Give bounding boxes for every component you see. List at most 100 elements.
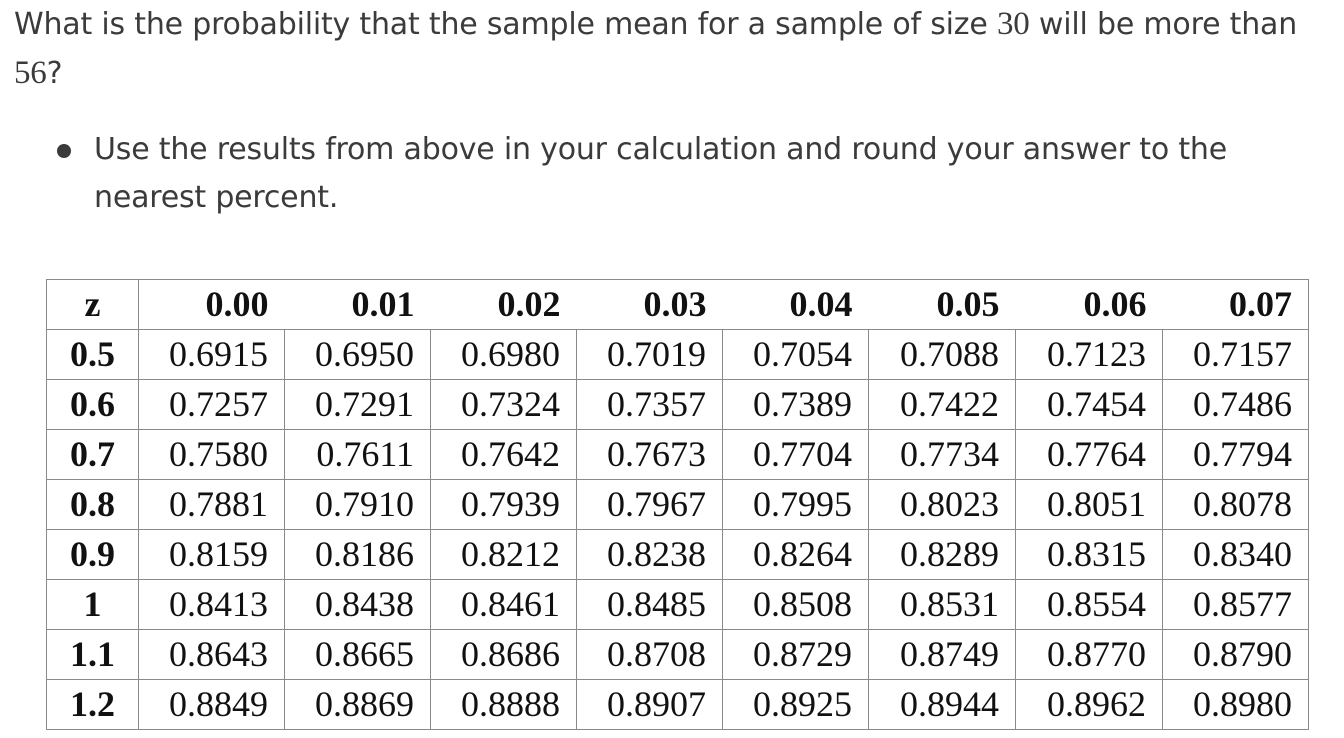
probability-cell: 0.8315 [1015, 529, 1163, 580]
table-row: 1 0.8413 0.8438 0.8461 0.8485 0.8508 0.8531 0.8… [46, 579, 1309, 630]
probability-cell: 0.7939 [430, 479, 577, 530]
column-header: 0.07 [1162, 279, 1309, 330]
probability-cell: 0.7357 [576, 379, 723, 430]
column-header: 0.03 [576, 279, 723, 330]
z-value-cell: 0.9 [46, 529, 139, 580]
probability-cell: 0.8485 [576, 579, 723, 630]
probability-cell: 0.7324 [430, 379, 577, 430]
probability-cell: 0.6950 [284, 329, 431, 380]
probability-cell: 0.7486 [1162, 379, 1309, 430]
probability-cell: 0.8078 [1162, 479, 1309, 530]
probability-cell: 0.7995 [722, 479, 869, 530]
z-value-cell: 0.8 [46, 479, 139, 530]
question-text-start: What is the probability that the sample … [14, 7, 997, 42]
probability-cell: 0.7910 [284, 479, 431, 530]
column-header: 0.06 [1015, 279, 1163, 330]
probability-cell: 0.7123 [1015, 329, 1163, 380]
probability-cell: 0.7389 [722, 379, 869, 430]
z-value-cell: 1 [46, 579, 139, 630]
probability-cell: 0.8962 [1015, 679, 1163, 730]
column-header: 0.00 [138, 279, 285, 330]
probability-cell: 0.7054 [722, 329, 869, 380]
table-row: 0.9 0.8159 0.8186 0.8212 0.8238 0.8264 0.8289 0… [46, 529, 1309, 580]
table-body: 0.5 0.6915 0.6950 0.6980 0.7019 0.7054 0.7088 0… [46, 329, 1309, 730]
probability-cell: 0.8186 [284, 529, 431, 580]
column-header: 0.05 [868, 279, 1016, 330]
probability-cell: 0.8051 [1015, 479, 1163, 530]
probability-cell: 0.8289 [868, 529, 1016, 580]
bullet-icon [57, 144, 71, 158]
column-header: 0.01 [284, 279, 431, 330]
probability-cell: 0.8554 [1015, 579, 1163, 630]
probability-cell: 0.8749 [868, 629, 1016, 680]
probability-cell: 0.7704 [722, 429, 869, 480]
probability-cell: 0.8770 [1015, 629, 1163, 680]
probability-cell: 0.8925 [722, 679, 869, 730]
instruction-list: Use the results from above in your calcu… [56, 126, 1286, 222]
probability-cell: 0.8238 [576, 529, 723, 580]
probability-cell: 0.7764 [1015, 429, 1163, 480]
probability-cell: 0.7422 [868, 379, 1016, 430]
z-value-cell: 0.7 [46, 429, 139, 480]
probability-cell: 0.7794 [1162, 429, 1309, 480]
probability-cell: 0.7454 [1015, 379, 1163, 430]
z-value-cell: 0.6 [46, 379, 139, 430]
probability-cell: 0.7611 [284, 429, 431, 480]
probability-cell: 0.6980 [430, 329, 577, 380]
probability-cell: 0.8790 [1162, 629, 1309, 680]
probability-cell: 0.8159 [138, 529, 285, 580]
probability-cell: 0.7019 [576, 329, 723, 380]
z-value-cell: 0.5 [46, 329, 139, 380]
threshold-value: 56 [14, 55, 47, 91]
probability-cell: 0.8686 [430, 629, 577, 680]
column-header: 0.02 [430, 279, 577, 330]
probability-cell: 0.8212 [430, 529, 577, 580]
probability-cell: 0.7673 [576, 429, 723, 480]
table-row: 0.7 0.7580 0.7611 0.7642 0.7673 0.7704 0.7734 0… [46, 429, 1309, 480]
probability-cell: 0.8643 [138, 629, 285, 680]
probability-cell: 0.8577 [1162, 579, 1309, 630]
probability-cell: 0.8531 [868, 579, 1016, 630]
table-row: 0.5 0.6915 0.6950 0.6980 0.7019 0.7054 0.7088 0… [46, 329, 1309, 380]
probability-cell: 0.7157 [1162, 329, 1309, 380]
z-value-cell: 1.1 [46, 629, 139, 680]
table-row: 1.1 0.8643 0.8665 0.8686 0.8708 0.8729 0.8749 0… [46, 629, 1309, 680]
table-row: 0.6 0.7257 0.7291 0.7324 0.7357 0.7389 0.7422 0… [46, 379, 1309, 430]
probability-cell: 0.8413 [138, 579, 285, 630]
probability-cell: 0.8340 [1162, 529, 1309, 580]
instruction-text: Use the results from above in your calcu… [94, 132, 1227, 215]
probability-cell: 0.8888 [430, 679, 577, 730]
probability-cell: 0.8508 [722, 579, 869, 630]
probability-cell: 0.8023 [868, 479, 1016, 530]
probability-cell: 0.7967 [576, 479, 723, 530]
probability-cell: 0.8869 [284, 679, 431, 730]
probability-cell: 0.7642 [430, 429, 577, 480]
probability-cell: 0.8438 [284, 579, 431, 630]
table-header-row: z 0.00 0.01 0.02 0.03 0.04 0.05 0.06 0.07 [46, 279, 1309, 330]
probability-cell: 0.7291 [284, 379, 431, 430]
table-row: 0.8 0.7881 0.7910 0.7939 0.7967 0.7995 0.8023 0… [46, 479, 1309, 530]
probability-cell: 0.7881 [138, 479, 285, 530]
probability-cell: 0.8461 [430, 579, 577, 630]
probability-cell: 0.7734 [868, 429, 1016, 480]
probability-cell: 0.7088 [868, 329, 1016, 380]
z-table: z 0.00 0.01 0.02 0.03 0.04 0.05 0.06 0.07 0.5 0.6… [46, 279, 1309, 730]
question-text-middle: will be more than [1029, 7, 1298, 42]
z-column-header: z [46, 279, 139, 330]
probability-cell: 0.7580 [138, 429, 285, 480]
probability-cell: 0.8665 [284, 629, 431, 680]
sample-size-value: 30 [996, 6, 1030, 42]
probability-cell: 0.8708 [576, 629, 723, 680]
question-text: What is the probability that the sample … [14, 0, 1324, 98]
probability-cell: 0.8907 [576, 679, 723, 730]
probability-cell: 0.8944 [868, 679, 1016, 730]
question-text-end: ? [46, 56, 63, 91]
instruction-item: Use the results from above in your calcu… [56, 126, 1286, 222]
probability-cell: 0.8729 [722, 629, 869, 680]
probability-cell: 0.8980 [1162, 679, 1309, 730]
table-row: 1.2 0.8849 0.8869 0.8888 0.8907 0.8925 0.8944 0… [46, 679, 1309, 730]
probability-cell: 0.7257 [138, 379, 285, 430]
probability-cell: 0.6915 [138, 329, 285, 380]
column-header: 0.04 [722, 279, 869, 330]
probability-cell: 0.8264 [722, 529, 869, 580]
